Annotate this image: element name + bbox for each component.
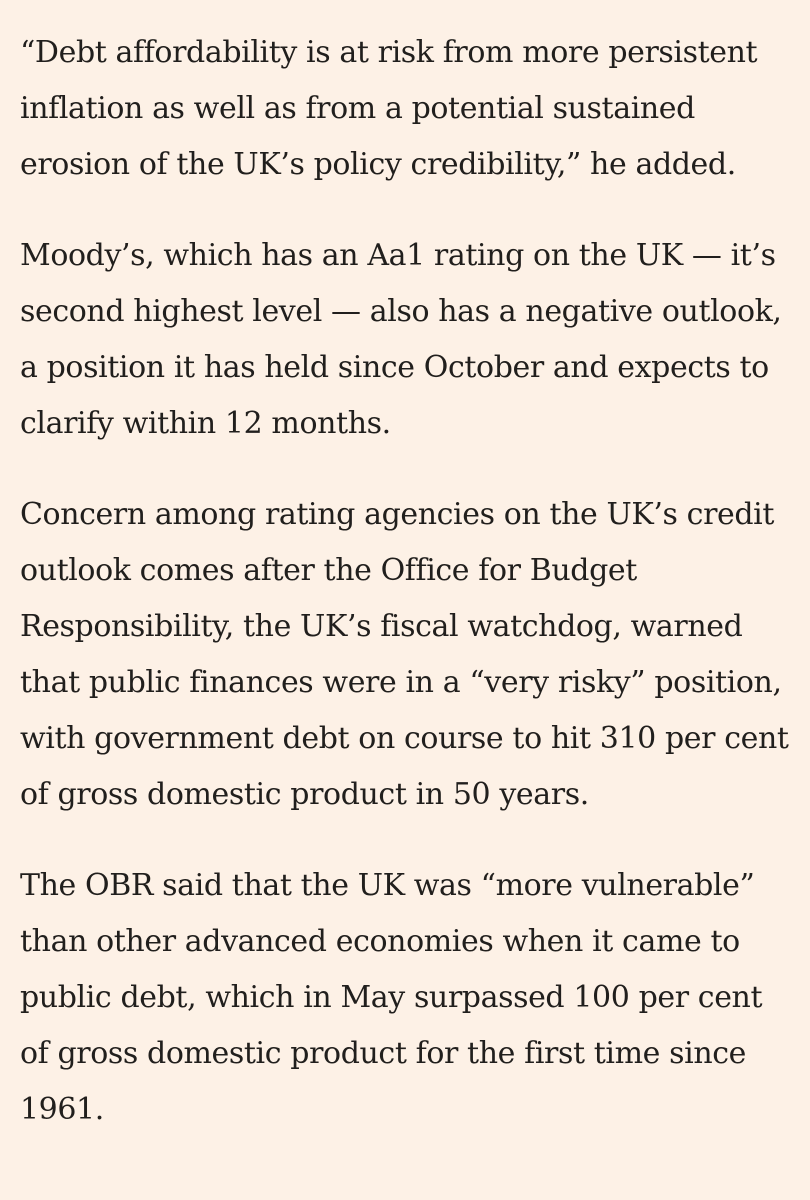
text-line: inflation as well as from a potential su… bbox=[20, 91, 695, 126]
text-line: erosion of the UK’s policy credibility,”… bbox=[20, 147, 736, 182]
text-line: Responsibility, the UK’s fiscal watchdog… bbox=[20, 609, 743, 644]
text-line: than other advanced economies when it ca… bbox=[20, 924, 740, 959]
paragraph-obr-vulnerable: The OBR said that the UK was “more vulne… bbox=[20, 858, 792, 1138]
text-line: outlook comes after the Office for Budge… bbox=[20, 553, 637, 588]
text-line: that public finances were in a “very ris… bbox=[20, 665, 782, 700]
text-line: Moody’s, which has an Aa1 rating on the … bbox=[20, 238, 776, 273]
text-line: a position it has held since October and… bbox=[20, 350, 769, 385]
text-line: “Debt affordability is at risk from more… bbox=[20, 35, 758, 70]
text-line: Concern among rating agencies on the UK’… bbox=[20, 497, 775, 532]
text-line: of gross domestic product for the first … bbox=[20, 1036, 747, 1071]
text-line: clarify within 12 months. bbox=[20, 406, 391, 441]
paragraph-debt-affordability: “Debt affordability is at risk from more… bbox=[20, 25, 792, 193]
paragraph-moodys-rating: Moody’s, which has an Aa1 rating on the … bbox=[20, 228, 792, 452]
text-line: second highest level — also has a negati… bbox=[20, 294, 782, 329]
text-line: 1961. bbox=[20, 1092, 104, 1127]
text-line: with government debt on course to hit 31… bbox=[20, 721, 789, 756]
text-line: public debt, which in May surpassed 100 … bbox=[20, 980, 763, 1015]
paragraph-rating-agencies-concern: Concern among rating agencies on the UK’… bbox=[20, 487, 792, 823]
text-line: The OBR said that the UK was “more vulne… bbox=[20, 868, 755, 903]
text-line: of gross domestic product in 50 years. bbox=[20, 777, 589, 812]
